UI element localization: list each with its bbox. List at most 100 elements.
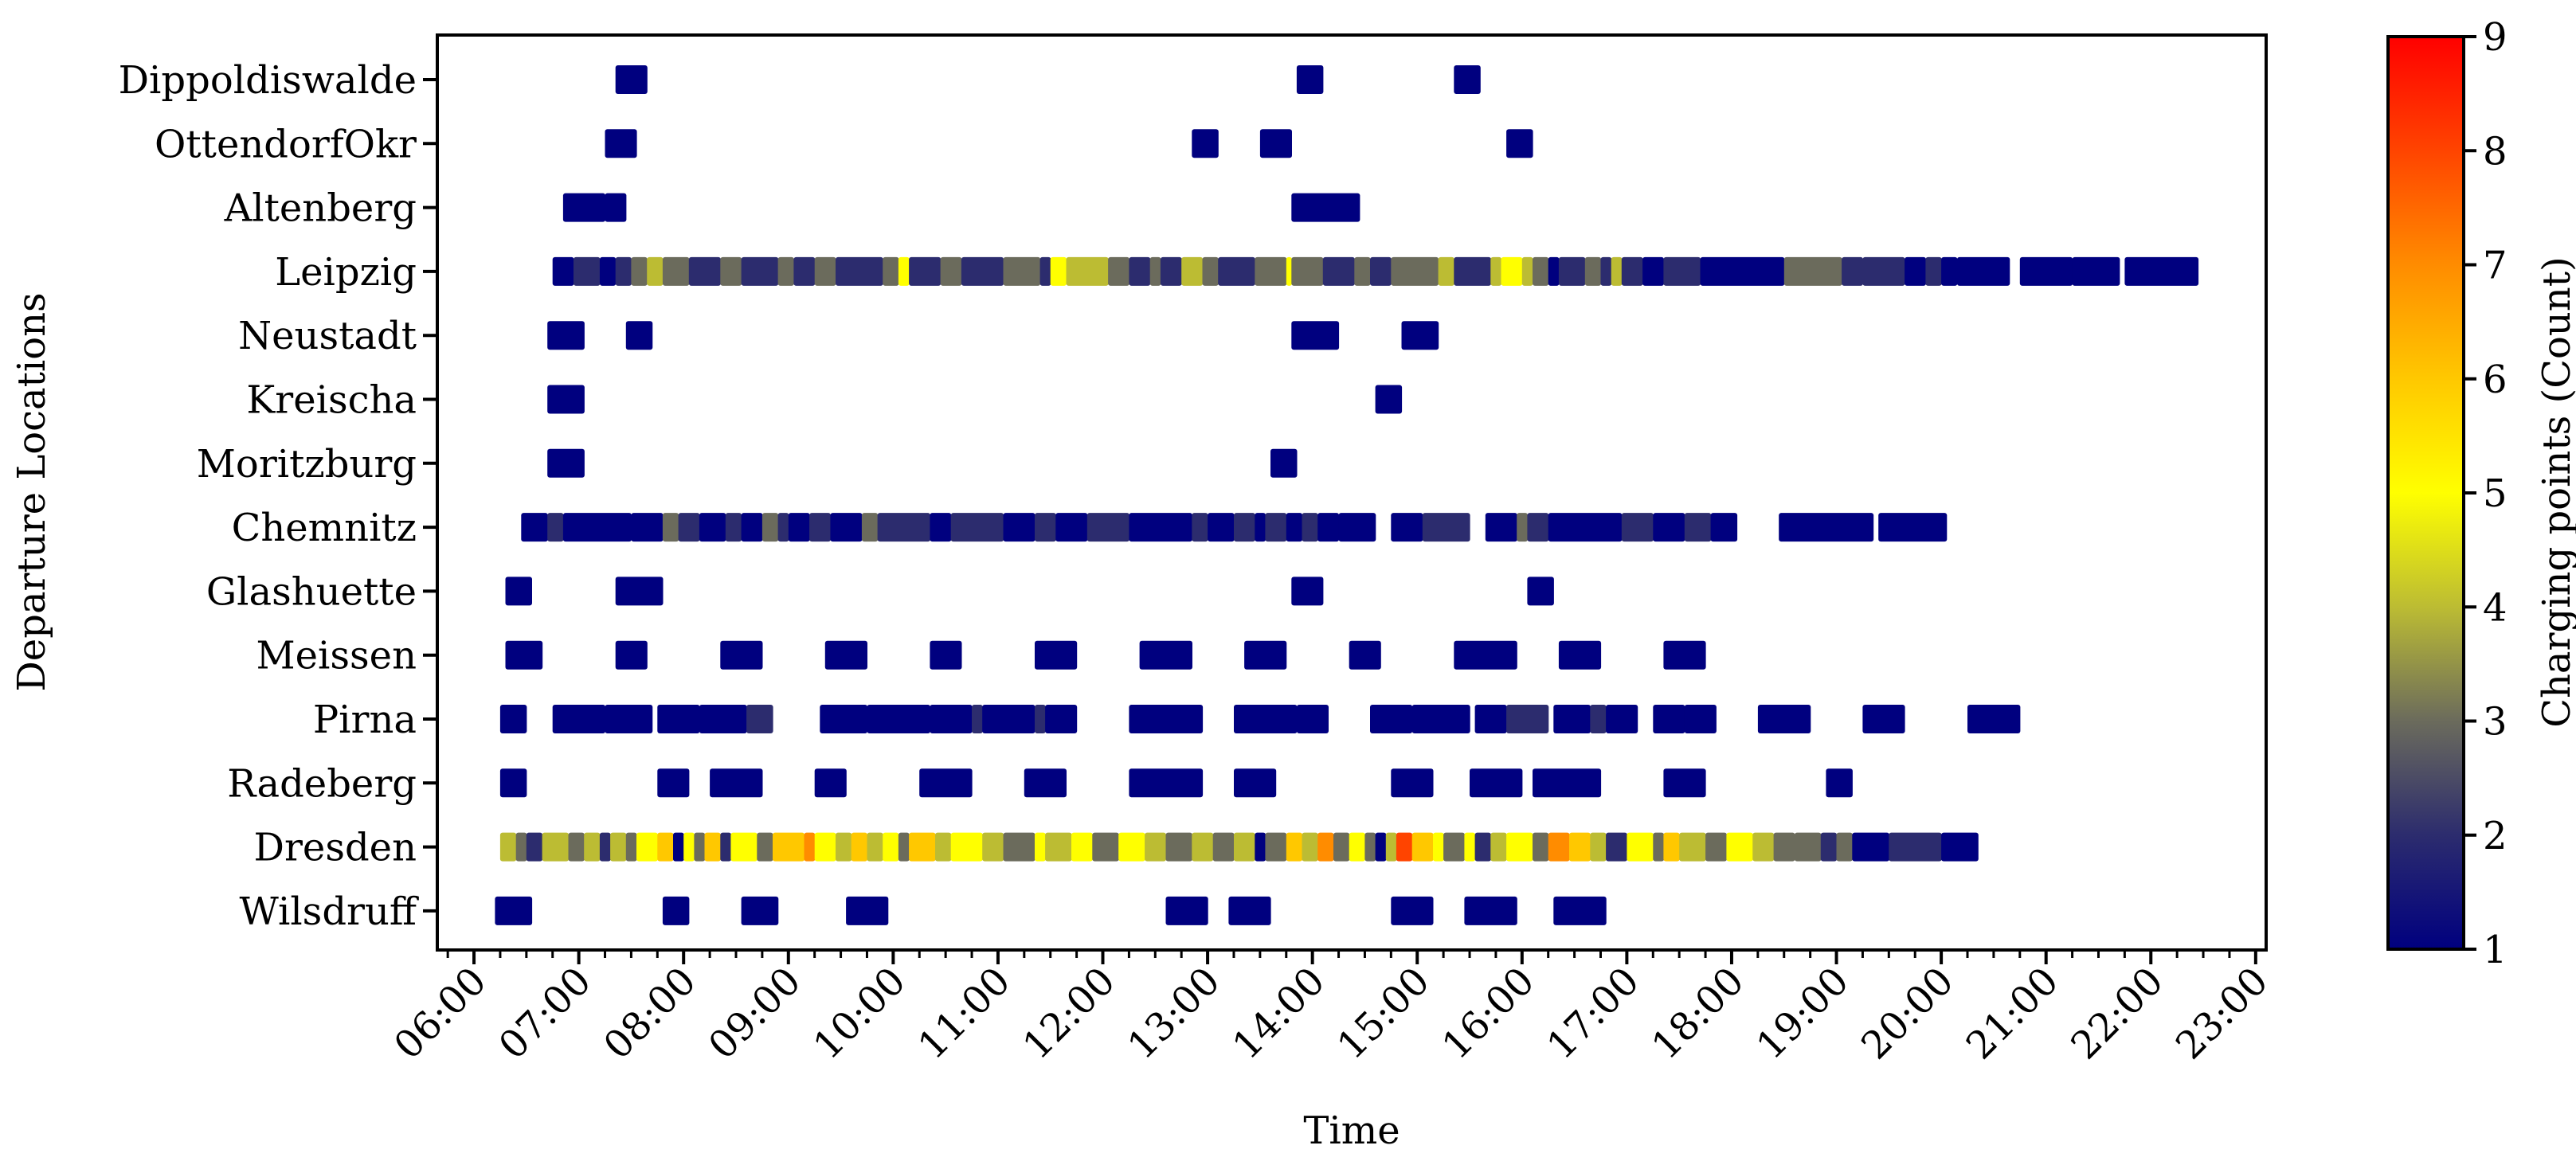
segment-bar (720, 256, 742, 286)
segment-bar (515, 832, 527, 862)
segment-bar (1590, 832, 1607, 862)
segment-bar (1349, 640, 1381, 670)
x-tick-label: 15:00 (1329, 959, 1438, 1068)
segment-bar (584, 832, 601, 862)
x-tick-label: 23:00 (2167, 959, 2277, 1068)
segment-bar (1234, 832, 1255, 862)
y-tick-label: Moritzburg (197, 442, 417, 487)
segment-bar (1553, 896, 1607, 925)
segment-bar (982, 705, 1035, 733)
segment-bar (552, 256, 574, 286)
segment-bar (1490, 256, 1502, 286)
segment-bar (662, 896, 690, 925)
segment-bar (605, 193, 627, 222)
x-tick-label: 19:00 (1748, 959, 1858, 1068)
segment-bar (1889, 832, 1942, 862)
x-tick-label: 12:00 (1015, 959, 1124, 1068)
segment-bar (688, 256, 721, 286)
segment-bar (940, 256, 962, 286)
segment-bar (1035, 640, 1078, 670)
segment-bar (1474, 705, 1507, 733)
segment-bar (919, 768, 973, 798)
timeline-bars (495, 65, 2199, 925)
segment-bar (1470, 768, 1523, 798)
colorbar-tick-label: 8 (2483, 129, 2507, 174)
segment-bar (1149, 256, 1161, 286)
segment-bar (851, 832, 867, 862)
segment-bar (1606, 705, 1638, 733)
segment-bar (547, 513, 564, 542)
segment-bar (1039, 256, 1051, 286)
segment-bar (1145, 832, 1166, 862)
segment-bar (867, 832, 883, 862)
segment-bar (1317, 513, 1340, 542)
segment-bar (1956, 256, 2010, 286)
colorbar-gradient (2386, 35, 2465, 951)
segment-bar (950, 832, 983, 862)
segment-bar (1627, 832, 1654, 862)
segment-bar (1244, 640, 1287, 670)
x-tick-label: 11:00 (910, 959, 1019, 1068)
segment-bar (1003, 832, 1035, 862)
segment-bar (1401, 321, 1439, 350)
segment-bar (547, 385, 585, 414)
y-tick-label: Leipzig (275, 250, 417, 295)
segment-bar (1967, 705, 2021, 733)
segment-bar (505, 577, 532, 606)
segment-bar (1443, 832, 1465, 862)
segment-bar (1129, 705, 1204, 733)
segment-bar (846, 896, 889, 925)
segment-bar (547, 321, 585, 350)
segment-bar (1710, 513, 1738, 542)
segment-bar (599, 256, 617, 286)
segment-bar (1192, 129, 1219, 158)
segment-bar (861, 513, 879, 542)
segment-bar (1548, 832, 1570, 862)
segment-bar (814, 832, 836, 862)
segment-bar (1558, 256, 1586, 286)
x-tick-label: 21:00 (1958, 959, 2067, 1068)
x-tick-label: 18:00 (1643, 959, 1752, 1068)
segment-bar (883, 256, 899, 286)
segment-bar (1391, 513, 1423, 542)
segment-bar (1286, 832, 1303, 862)
segment-bar (1663, 640, 1706, 670)
segment-bar (1302, 513, 1318, 542)
segment-bar (1485, 513, 1517, 542)
segment-bar (615, 577, 664, 606)
segment-bar (1035, 513, 1056, 542)
segment-bar (1878, 513, 1948, 542)
segment-bar (1527, 513, 1549, 542)
segment-bar (1820, 832, 1838, 862)
segment-bar (1663, 256, 1701, 286)
segment-bar (1265, 513, 1287, 542)
segment-bar (1391, 768, 1434, 798)
segment-bar (1517, 513, 1528, 542)
segment-bar (1364, 832, 1376, 862)
segment-bar (1255, 832, 1266, 862)
segment-bar (1548, 256, 1560, 286)
segment-bar (867, 705, 930, 733)
segment-bar (495, 896, 533, 925)
y-tick-label: Glashuette (206, 569, 417, 614)
segment-bar (1454, 640, 1517, 670)
segment-bar (1794, 832, 1822, 862)
segment-bar (694, 832, 706, 862)
colorbar: 1 2 3 4 5 6 7 8 9 Charging points (Count) (2386, 15, 2576, 972)
segment-bar (1506, 832, 1533, 862)
segment-bar (1621, 513, 1654, 542)
segment-bar (1086, 513, 1129, 542)
segment-bar (746, 705, 773, 733)
segment-bar (741, 256, 779, 286)
segment-bar (1302, 832, 1318, 862)
segment-bar (777, 256, 794, 286)
y-tick-label: OttendorfOkr (155, 122, 417, 166)
colorbar-ticks: 1 2 3 4 5 6 7 8 9 (2464, 15, 2507, 972)
segment-bar (1160, 256, 1182, 286)
segment-bar (1533, 832, 1549, 862)
segment-bar (1071, 832, 1093, 862)
segment-bar (1259, 129, 1292, 158)
x-tick-label: 20:00 (1853, 959, 1962, 1068)
segment-bar (1600, 256, 1612, 286)
